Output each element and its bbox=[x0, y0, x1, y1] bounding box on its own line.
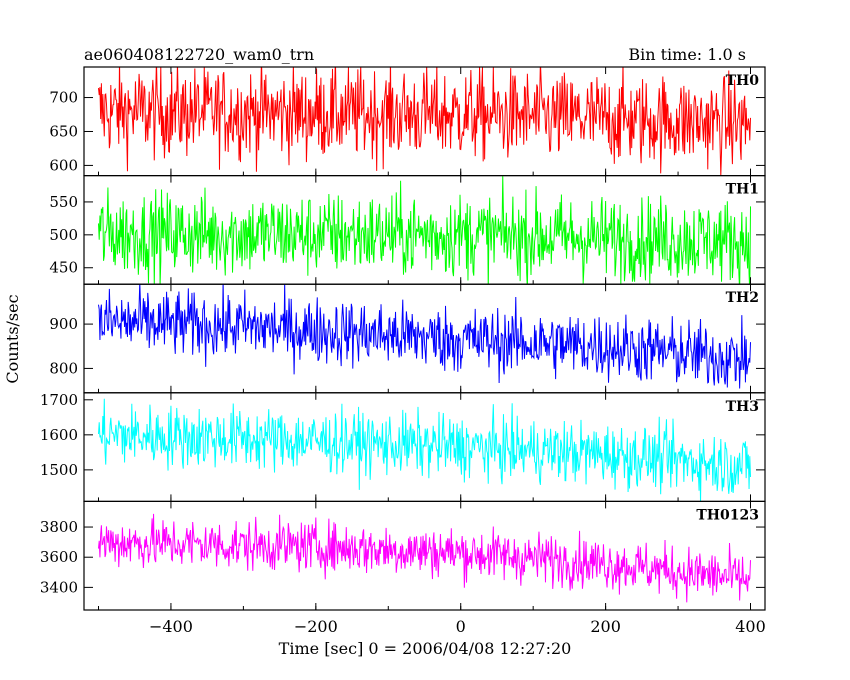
x-tick-label: 0 bbox=[456, 617, 466, 636]
y-tick-label: 3400 bbox=[40, 578, 78, 596]
series-line-th3 bbox=[97, 398, 752, 502]
series-line-th2 bbox=[97, 284, 752, 389]
y-tick-label: 450 bbox=[49, 259, 78, 277]
x-axis-label: Time [sec] 0 = 2006/04/08 12:27:20 bbox=[279, 639, 572, 658]
panel-label-th2: TH2 bbox=[726, 290, 759, 306]
y-tick-label: 650 bbox=[49, 122, 78, 140]
y-tick-label: 500 bbox=[49, 226, 78, 244]
y-tick-label: 3600 bbox=[40, 548, 78, 566]
y-tick-label: 900 bbox=[49, 315, 78, 333]
y-tick-label: 1500 bbox=[40, 461, 78, 479]
series-line-th1 bbox=[97, 175, 752, 285]
panel-label-th1: TH1 bbox=[726, 182, 759, 198]
series-line-th0123 bbox=[97, 513, 752, 603]
y-tick-label: 1700 bbox=[40, 391, 78, 409]
chart-title: ae060408122720_wam0_trn bbox=[84, 45, 314, 64]
y-tick-label: 600 bbox=[49, 156, 78, 174]
panel-label-th0: TH0 bbox=[726, 73, 760, 89]
bin-time-label: Bin time: 1.0 s bbox=[628, 45, 746, 64]
x-tick-label: 400 bbox=[735, 617, 766, 636]
y-tick-label: 550 bbox=[49, 193, 78, 211]
series-line-th0 bbox=[97, 67, 752, 176]
y-tick-label: 800 bbox=[49, 359, 78, 377]
y-tick-label: 3800 bbox=[40, 518, 78, 536]
y-axis-label: Counts/sec bbox=[3, 294, 22, 383]
x-tick-label: −400 bbox=[149, 617, 193, 636]
panel-label-th3: TH3 bbox=[726, 399, 759, 415]
panel-frame-th0123 bbox=[83, 500, 766, 611]
panels-group: 600 650 700 TH0 450 500 550 TH1 800 900 TH2 1500 160… bbox=[40, 66, 766, 636]
panel-frame-th3 bbox=[83, 392, 766, 502]
y-tick-label: 1600 bbox=[40, 426, 78, 444]
y-tick-label: 700 bbox=[49, 89, 78, 107]
x-tick-label: 200 bbox=[590, 617, 621, 636]
x-tick-label: −200 bbox=[294, 617, 338, 636]
panel-label-th0123: TH0123 bbox=[696, 507, 759, 523]
